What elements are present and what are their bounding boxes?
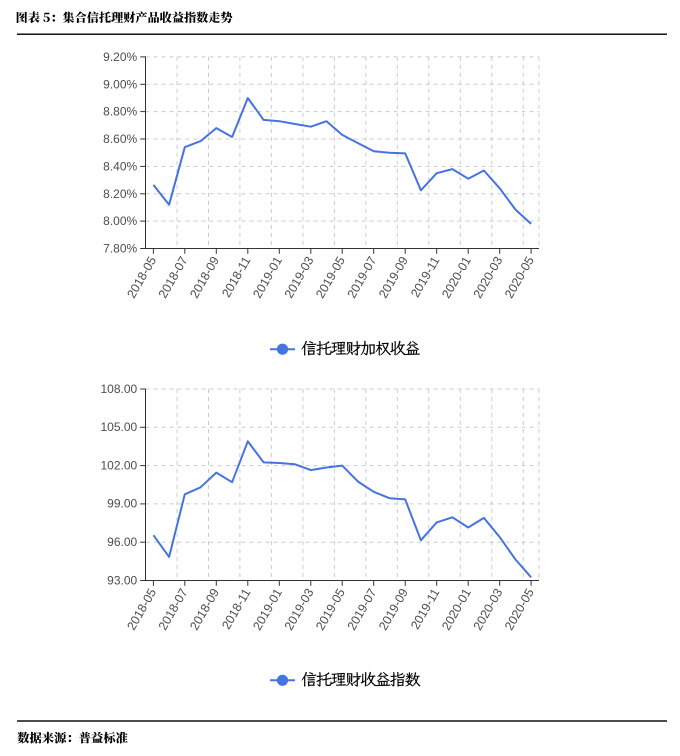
svg-text:9.20%: 9.20% (103, 50, 137, 64)
svg-text:9.00%: 9.00% (103, 77, 137, 91)
svg-text:8.20%: 8.20% (103, 187, 137, 201)
svg-text:8.60%: 8.60% (103, 132, 137, 146)
svg-text:7.80%: 7.80% (103, 242, 137, 256)
svg-text:8.80%: 8.80% (103, 105, 137, 119)
svg-text:8.00%: 8.00% (103, 214, 137, 228)
svg-text:96.00: 96.00 (107, 535, 137, 549)
svg-text:99.00: 99.00 (107, 497, 137, 511)
svg-text:8.40%: 8.40% (103, 159, 137, 173)
svg-text:105.00: 105.00 (100, 420, 137, 434)
svg-text:108.00: 108.00 (100, 382, 137, 396)
svg-text:102.00: 102.00 (100, 458, 137, 472)
svg-text:93.00: 93.00 (107, 573, 137, 587)
